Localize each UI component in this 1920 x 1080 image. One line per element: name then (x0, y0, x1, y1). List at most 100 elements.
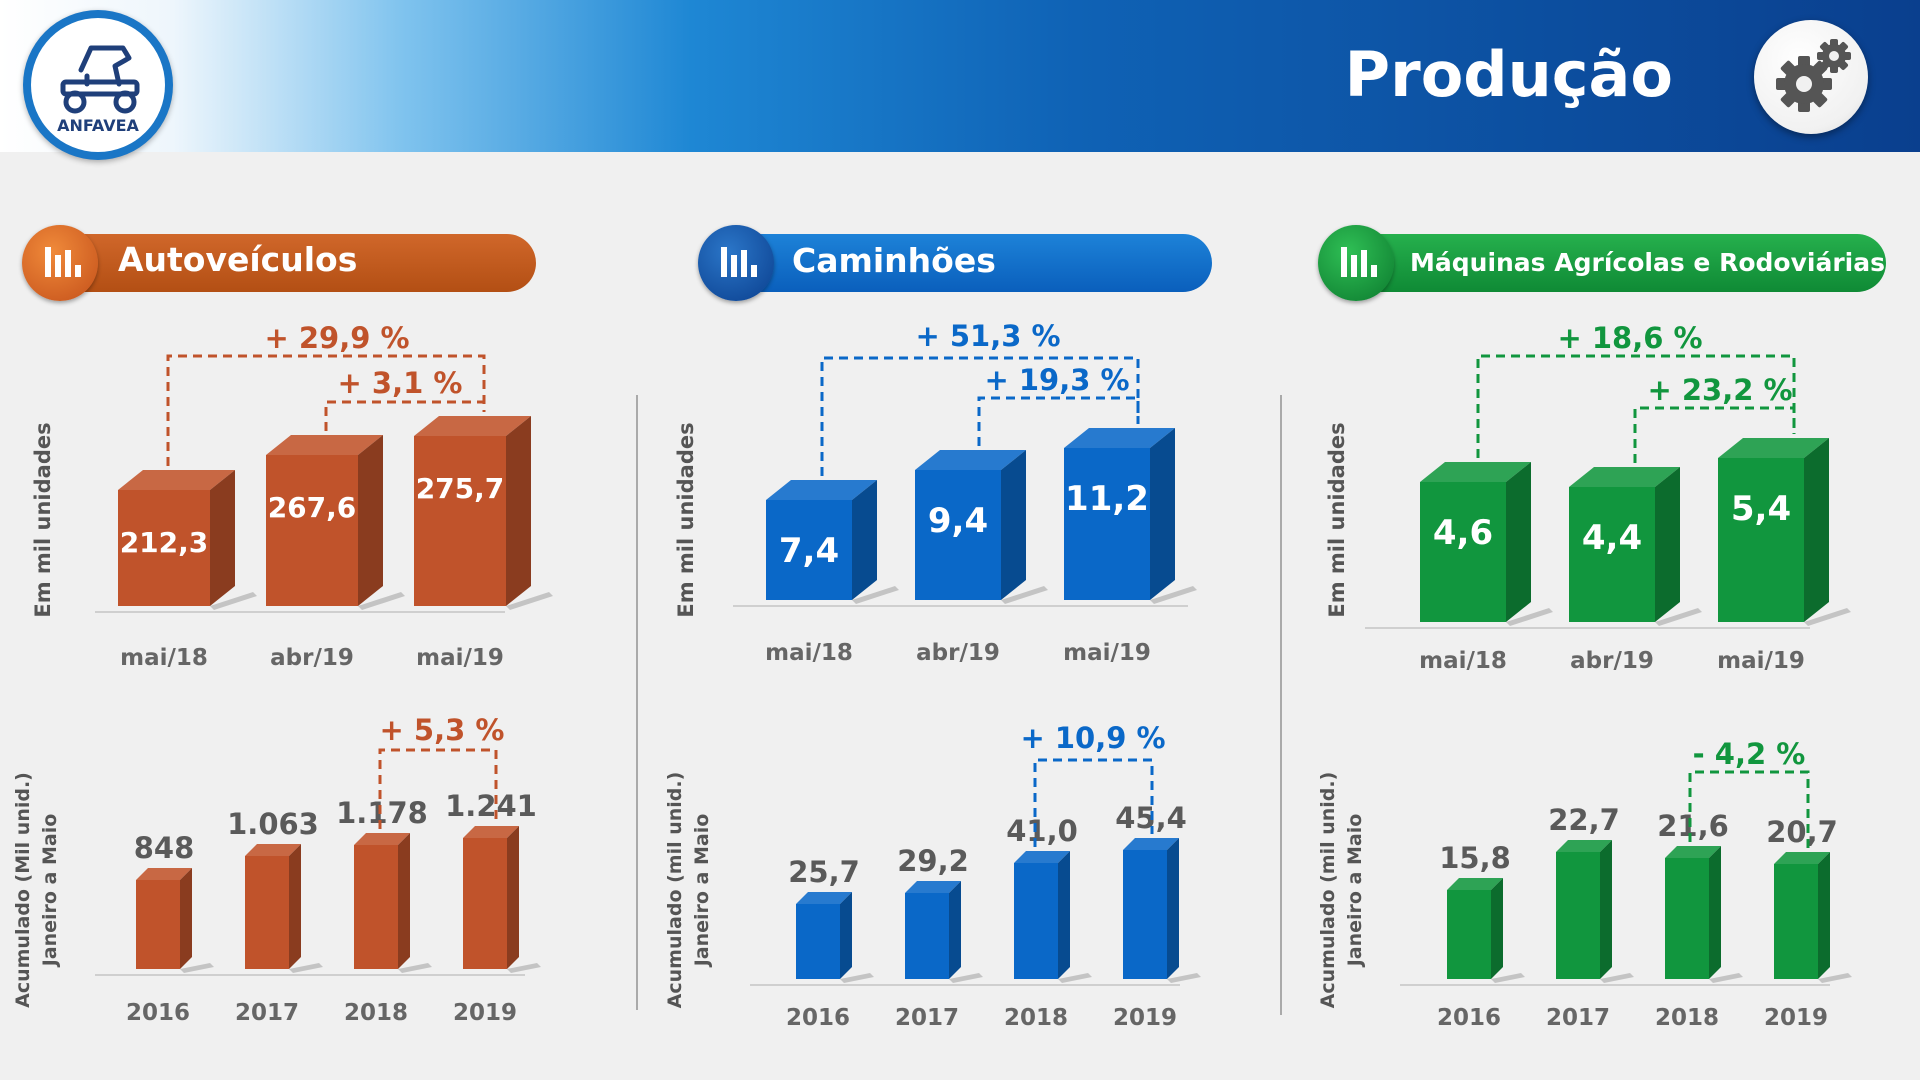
bar-side (1709, 846, 1721, 979)
data-label: 25,7 (788, 855, 860, 889)
data-label: 4,6 (1433, 513, 1493, 553)
comparison-bracket (166, 354, 486, 466)
bar (766, 500, 852, 600)
bar-chart-0: Em mil unidades 212,3 mai/18 267,6 abr/19 275… (31, 321, 553, 671)
comparison-bracket (977, 396, 1140, 446)
bar-side (1655, 467, 1680, 622)
section-header-maquinas[interactable] (1326, 234, 1886, 292)
bar-side (1001, 450, 1026, 600)
bar (1064, 448, 1150, 600)
bar-top (245, 844, 301, 856)
bar-chart-4: Em mil unidades 4,6 mai/18 4,4 abr/19 5,4 mai/… (1325, 321, 1851, 674)
bar-top (354, 833, 410, 845)
category-label: 2018 (344, 1000, 408, 1026)
category-label: mai/18 (1419, 648, 1507, 674)
data-label: 9,4 (928, 501, 988, 541)
comparison-bracket (324, 400, 486, 431)
section-icon-maquinas (1318, 225, 1394, 301)
bar-chart-2: Em mil unidades 7,4 mai/18 9,4 abr/19 11,2 mai… (674, 319, 1197, 666)
bar-top (1718, 438, 1829, 458)
bar-shadow (840, 973, 874, 983)
category-label: 2019 (453, 1000, 517, 1026)
data-label: 1.178 (336, 796, 428, 830)
comparison-label: + 5,3 % (380, 713, 505, 747)
settings-button[interactable] (1754, 20, 1868, 134)
category-label: abr/19 (916, 640, 1000, 666)
bar-top (905, 881, 961, 893)
y-axis-label: Em mil unidades (674, 422, 698, 617)
bar-top (136, 868, 192, 880)
bar-shadow (289, 963, 323, 973)
y-axis-label: Janeiro a Maio (39, 814, 61, 969)
bar-shadow (1655, 608, 1702, 626)
comparison-bracket (820, 356, 1140, 476)
category-label: 2017 (1546, 1005, 1610, 1031)
category-label: 2018 (1655, 1005, 1719, 1031)
y-axis-label: Acumulado (mil unid.) (1317, 772, 1339, 1009)
data-label: 15,8 (1439, 841, 1511, 875)
bar-top (915, 450, 1026, 470)
vehicle-icon (60, 45, 140, 114)
page-title: Produção (1344, 38, 1673, 111)
bar-shadow (949, 973, 983, 983)
category-label: mai/19 (1717, 648, 1805, 674)
section-title-caminhoes: Caminhões (792, 241, 996, 280)
data-label: 5,4 (1731, 489, 1791, 529)
gear-icon (1776, 39, 1851, 112)
bar (915, 470, 1001, 600)
data-label: 21,6 (1657, 809, 1729, 843)
data-label: 212,3 (120, 526, 209, 559)
bar-side (1150, 428, 1175, 600)
bar-top (1447, 878, 1503, 890)
bar-shadow (1600, 973, 1634, 983)
bar-chart-icon (1341, 247, 1377, 277)
bar-top (1569, 467, 1680, 487)
section-title-autoveiculos: Autoveículos (118, 240, 358, 279)
bar-shadow (852, 586, 899, 604)
bar-shadow (1167, 973, 1201, 983)
category-label: 2016 (126, 1000, 190, 1026)
bar-side (1491, 878, 1503, 979)
bar-shadow (1058, 973, 1092, 983)
bar-top (1014, 851, 1070, 863)
bar (266, 455, 358, 606)
bar-top (766, 480, 877, 500)
bar-shadow (506, 592, 553, 610)
category-label: 2019 (1764, 1005, 1828, 1031)
bar-chart-1: Acumulado (Mil unid.) Janeiro a Maio 848 20… (12, 713, 541, 1026)
bar (1447, 890, 1491, 979)
category-label: 2019 (1113, 1005, 1177, 1031)
bar-chart-5: Acumulado (mil unid.) Janeiro a Maio 15,8 2… (1317, 737, 1852, 1031)
bar (118, 490, 210, 606)
bar-shadow (1001, 586, 1048, 604)
anfavea-logo[interactable]: ANFAVEA (23, 10, 173, 160)
bar-shadow (358, 592, 405, 610)
comparison-label: + 19,3 % (984, 363, 1129, 397)
comparison-label: - 4,2 % (1693, 737, 1806, 771)
bar-top (463, 826, 519, 838)
bar (1014, 863, 1058, 979)
bar-side (1804, 438, 1829, 622)
bar-shadow (1709, 973, 1743, 983)
column-divider (636, 395, 638, 1010)
bar-side (507, 826, 519, 969)
y-axis-label: Acumulado (mil unid.) (664, 772, 686, 1009)
data-label: 29,2 (897, 844, 969, 878)
bar-side (852, 480, 877, 600)
section-header-autoveiculos[interactable] (26, 234, 536, 292)
y-axis-label: Janeiro a Maio (691, 814, 713, 969)
y-axis-label: Em mil unidades (1325, 422, 1349, 617)
bar-top (1123, 838, 1179, 850)
category-label: mai/18 (765, 640, 853, 666)
header-banner (0, 0, 1920, 152)
data-label: 4,4 (1582, 518, 1642, 558)
data-label: 20,7 (1766, 815, 1838, 849)
data-label: 1.241 (445, 789, 537, 823)
y-axis-label: Acumulado (Mil unid.) (12, 772, 34, 1008)
bar (1420, 482, 1506, 622)
section-header-caminhoes[interactable] (706, 234, 1212, 292)
data-label: 848 (134, 831, 195, 865)
data-label: 22,7 (1548, 803, 1620, 837)
